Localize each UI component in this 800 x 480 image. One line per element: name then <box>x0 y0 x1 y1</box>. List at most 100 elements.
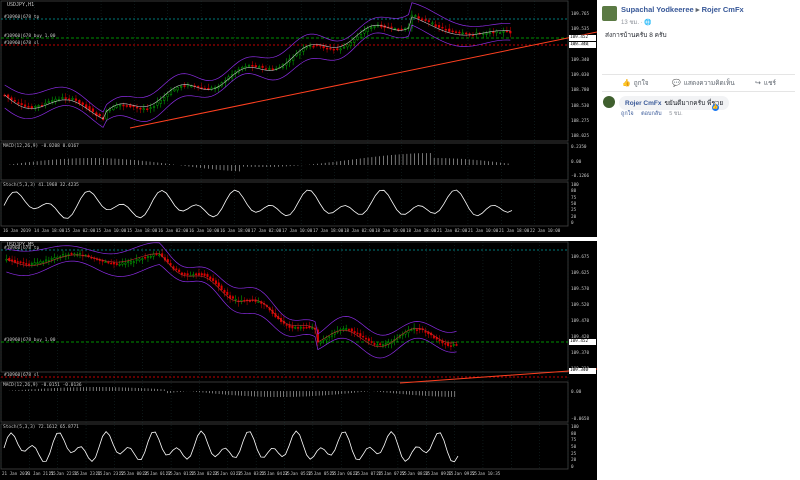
time-axis-label: 22 Jan 07:15 <box>353 471 384 476</box>
candle-body <box>299 326 302 329</box>
candle-body <box>485 33 488 35</box>
candle-body <box>47 101 50 103</box>
candle-body <box>135 106 139 109</box>
m5-chart-svg <box>0 241 597 470</box>
candle-body <box>449 345 452 347</box>
candle-body <box>294 326 297 329</box>
candle-body <box>359 34 363 38</box>
share-button[interactable]: ↪ แชร์ <box>755 78 776 88</box>
candle-body <box>98 113 101 117</box>
candle-body <box>45 259 48 262</box>
candle-body <box>285 324 288 326</box>
author-avatar[interactable] <box>602 6 617 21</box>
candle-body <box>175 268 178 270</box>
price-scale-label: 109.340 <box>571 57 590 63</box>
commenter-name-link[interactable]: Rojer CmFx <box>625 100 662 107</box>
price-scale-label: 109.625 <box>571 271 590 276</box>
m5-upper-price-tag <box>569 339 596 345</box>
candle-body <box>339 48 342 51</box>
facebook-post-panel: Supachal Yodkeeree ▸ Rojer CmFx 13 ชม. ·… <box>597 0 800 480</box>
candle-body <box>81 102 84 105</box>
like-button[interactable]: 👍 ถูกใจ <box>622 78 649 88</box>
post-timestamp[interactable]: 13 ชม. · 🌐 <box>621 20 652 26</box>
like-reaction-icon[interactable]: 👍 <box>712 104 719 111</box>
m5-buy-label: #10960|678 buy 1.00 <box>4 338 56 343</box>
comment-like-link[interactable]: ถูกใจ <box>621 111 634 117</box>
candle-body <box>104 261 107 263</box>
comment-time[interactable]: 5 ชม. <box>669 111 683 117</box>
candle-body <box>19 261 22 263</box>
candle-body <box>70 253 73 255</box>
candle-body <box>37 105 40 107</box>
candle-body <box>437 25 441 28</box>
like-label: ถูกใจ <box>633 80 649 87</box>
price-scale-label: 108.275 <box>571 118 590 124</box>
candle-body <box>465 32 468 35</box>
candle-body <box>291 326 294 329</box>
candle-body <box>183 273 186 275</box>
candle-body <box>308 326 311 329</box>
time-axis-label: 22 Jan 08:35 <box>399 471 431 476</box>
candle-body <box>71 98 74 100</box>
candle-body <box>180 86 183 88</box>
candle-body <box>78 100 81 104</box>
time-axis-label: 16 Jan 18:00 <box>220 228 251 233</box>
price-scale-label: 109.030 <box>571 73 590 78</box>
candle-body <box>444 343 447 345</box>
time-axis-label: 18 Jan 10:00 <box>375 228 406 233</box>
stoch-scale-label: 20 <box>571 458 577 464</box>
candle-body <box>297 327 300 329</box>
time-axis-label: 21 Jan 2019 <box>2 471 30 476</box>
candle-body <box>118 264 121 266</box>
candle-body <box>27 106 30 108</box>
time-axis-label: 15 Jan 18:00 <box>127 228 158 233</box>
time-axis-label: 22 Jan 09:55 <box>446 471 477 476</box>
m5-trendline <box>399 368 597 384</box>
commenter-avatar[interactable] <box>603 96 615 108</box>
time-axis-label: 21 Jan 23:15 <box>72 471 103 476</box>
candle-body <box>169 90 173 95</box>
group-name-link[interactable]: Rojer CmFx <box>701 5 744 14</box>
h1-macd-bars <box>9 153 509 172</box>
price-scale-label: 109.765 <box>571 12 590 17</box>
h1-buy-label: #10960|678 buy 1.00 <box>4 34 56 39</box>
stoch-scale-label: 75 <box>571 438 577 444</box>
candle-body <box>10 97 13 101</box>
candle-body <box>159 99 162 104</box>
candle-body <box>105 110 108 120</box>
h1-sl-label: #10960|678 sl <box>4 41 40 46</box>
candle-body <box>113 262 116 265</box>
time-axis-label: 21 Jan 21:55 <box>25 471 56 476</box>
candle-body <box>261 65 264 68</box>
candle-body <box>414 15 417 17</box>
m5-price-panel <box>0 241 569 373</box>
comment-button[interactable]: 💬 แสดงความคิดเห็น <box>672 78 735 88</box>
author-name-link[interactable]: Supachal Yodkeeree <box>621 5 694 14</box>
time-axis-label: 16 Jan 10:00 <box>189 228 220 233</box>
time-axis-label: 22 Jan 05:15 <box>282 471 314 476</box>
price-scale-label: 109.570 <box>571 287 590 292</box>
m5-chart-title: USDJPY,M5 <box>7 242 35 248</box>
candle-body <box>156 102 159 106</box>
candle-body <box>223 290 226 293</box>
post-text: ส่งการบ้านครับ 8 ครับ <box>605 32 667 39</box>
candle-body <box>247 65 251 67</box>
time-axis-label: 22 Jan 10:00 <box>530 228 561 233</box>
comment-text: ขยันดีมากครับ พี่ชาย <box>664 100 724 107</box>
candle-body <box>410 14 413 29</box>
candle-body <box>25 263 28 265</box>
price-scale-label: 108.530 <box>571 103 590 109</box>
candle-body <box>312 45 315 48</box>
price-scale-label: 109.320 <box>571 367 590 372</box>
time-axis-label: 18 Jan 18:00 <box>406 228 437 233</box>
h1-upper-band <box>4 2 511 113</box>
candle-body <box>231 296 234 299</box>
time-axis-label: 22 Jan 07:55 <box>376 471 407 476</box>
candle-body <box>305 326 308 329</box>
divider <box>602 91 795 92</box>
candle-body <box>121 262 124 265</box>
candle-body <box>61 97 64 99</box>
candle-body <box>254 65 257 68</box>
candle-body <box>95 112 98 116</box>
comment-reply-link[interactable]: ตอบกลับ <box>641 111 662 117</box>
